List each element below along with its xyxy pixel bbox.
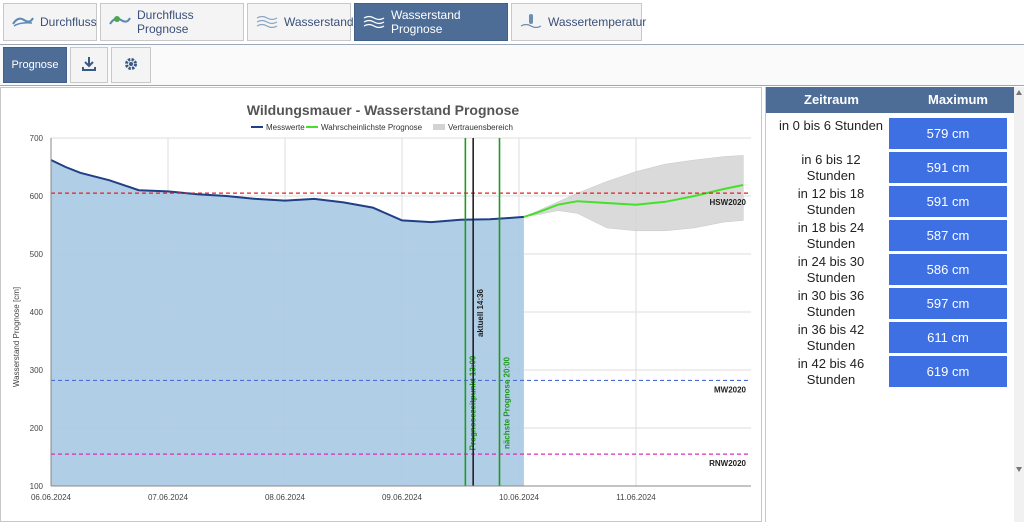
reference-line-label: HSW2020 <box>710 198 747 207</box>
y-tick-label: 500 <box>30 250 44 259</box>
y-tick-label: 300 <box>30 366 44 375</box>
y-tick-label: 700 <box>30 134 44 143</box>
table-row: in 12 bis 18 Stunden 591 cm <box>766 185 1015 219</box>
y-tick-label: 200 <box>30 424 44 433</box>
flow-forecast-icon <box>109 14 131 31</box>
chart-legend: Messwerte Wahrscheinlichste Prognose Vertr… <box>251 123 513 132</box>
sub-toolbar: Prognose <box>0 44 1024 86</box>
tab-durchfluss[interactable]: Durchfluss <box>3 3 97 41</box>
header-zeitraum: Zeitraum <box>804 92 859 107</box>
table-header: Zeitraum Maximum <box>766 87 1015 113</box>
chart-title: Wildungsmauer - Wasserstand Prognose <box>247 102 520 118</box>
water-level-chart: Wildungsmauer - Wasserstand Prognose Mes… <box>12 102 751 502</box>
maximum-cell: 591 cm <box>889 186 1007 217</box>
table-row: in 24 bis 30 Stunden 586 cm <box>766 253 1015 287</box>
measured-line <box>50 159 524 224</box>
tab-label: Durchfluss Prognose <box>137 8 194 36</box>
maximum-cell: 611 cm <box>889 322 1007 353</box>
x-tick-label: 11.06.2024 <box>616 493 656 502</box>
y-tick-label: 600 <box>30 192 44 201</box>
header-maximum: Maximum <box>928 92 988 107</box>
reference-line-label: MW2020 <box>714 385 747 394</box>
prognose-label: Prognose <box>11 59 59 71</box>
tab-label: Wasserstand <box>284 15 354 29</box>
table-row: in 0 bis 6 Stunden 579 cm <box>766 117 1015 151</box>
table-row: in 42 bis 46 Stunden 619 cm <box>766 355 1015 389</box>
maximum-cell: 587 cm <box>889 220 1007 251</box>
table-row: in 6 bis 12 Stunden 591 cm <box>766 151 1015 185</box>
zeitraum-cell: in 30 bis 36 Stunden <box>797 288 865 319</box>
tab-wasserstand[interactable]: Wasserstand <box>247 3 354 41</box>
vertical-marker-label: aktuell 14:36 <box>476 288 485 337</box>
table-row: in 18 bis 24 Stunden 587 cm <box>766 219 1015 253</box>
maximum-cell: 619 cm <box>889 356 1007 387</box>
water-level-forecast-icon <box>363 14 385 31</box>
zeitraum-cell: in 18 bis 24 Stunden <box>797 220 865 251</box>
chart-axes: 100 200 300 400 500 600 700 06.06.2024 07.06.202… <box>30 134 751 502</box>
tab-label: Durchfluss <box>40 15 97 29</box>
zeitraum-cell: in 0 bis 6 Stunden <box>778 118 884 133</box>
scroll-up-icon[interactable] <box>1016 90 1022 95</box>
zeitraum-cell: in 6 bis 12 Stunden <box>801 152 861 183</box>
water-level-icon <box>256 14 278 31</box>
table-row: in 30 bis 36 Stunden 597 cm <box>766 287 1015 321</box>
x-tick-label: 10.06.2024 <box>499 493 540 502</box>
maximum-cell: 586 cm <box>889 254 1007 285</box>
settings-button[interactable] <box>111 47 151 83</box>
y-tick-label: 400 <box>30 308 44 317</box>
legend-label: Vertrauensbereich <box>448 123 513 132</box>
chart-marks: HSW2020MW2020RNW2020Prognosezeitpunkt 13… <box>50 138 751 486</box>
legend-label: Wahrscheinlichste Prognose <box>321 123 423 132</box>
x-tick-label: 09.06.2024 <box>382 493 423 502</box>
chart-panel: Wildungsmauer - Wasserstand Prognose Mes… <box>0 87 762 522</box>
download-icon <box>81 56 97 75</box>
maximum-cell: 597 cm <box>889 288 1007 319</box>
forecast-table: Zeitraum Maximum in 0 bis 6 Stunden 579 c… <box>765 87 1024 522</box>
zeitraum-cell: in 12 bis 18 Stunden <box>797 186 865 217</box>
zeitraum-cell: in 42 bis 46 Stunden <box>797 356 865 387</box>
tab-label: Wassertemperatur <box>548 15 647 29</box>
zeitraum-cell: in 36 bis 42 Stunden <box>797 322 865 353</box>
vertical-marker-label: nächste Prognose 20:00 <box>503 356 512 449</box>
measured-area <box>51 160 524 486</box>
gear-icon <box>123 56 139 75</box>
y-axis-label: Wasserstand Prognose [cm] <box>12 287 21 387</box>
water-temperature-icon <box>520 13 542 31</box>
x-tick-label: 07.06.2024 <box>148 493 189 502</box>
tab-wasserstand-prognose[interactable]: Wasserstand Prognose <box>354 3 508 41</box>
maximum-cell: 579 cm <box>889 118 1007 149</box>
legend-label: Messwerte <box>266 123 305 132</box>
maximum-cell: 591 cm <box>889 152 1007 183</box>
flow-icon <box>12 14 34 31</box>
tab-durchfluss-prognose[interactable]: Durchfluss Prognose <box>100 3 244 41</box>
legend-swatch <box>433 124 445 130</box>
tab-bar: Durchfluss Durchfluss Prognose Wassersta… <box>0 0 1024 45</box>
tab-wassertemperatur[interactable]: Wassertemperatur <box>511 3 646 41</box>
tab-label: Wasserstand Prognose <box>391 8 461 36</box>
prognose-button[interactable]: Prognose <box>3 47 67 83</box>
x-tick-label: 06.06.2024 <box>31 493 72 502</box>
reference-line-label: RNW2020 <box>709 459 746 468</box>
table-row: in 36 bis 42 Stunden 611 cm <box>766 321 1015 355</box>
scroll-down-icon[interactable] <box>1016 467 1022 472</box>
table-scrollbar[interactable] <box>1014 87 1024 522</box>
download-button[interactable] <box>70 47 108 83</box>
x-tick-label: 08.06.2024 <box>265 493 306 502</box>
y-tick-label: 100 <box>30 482 44 491</box>
zeitraum-cell: in 24 bis 30 Stunden <box>797 254 865 285</box>
